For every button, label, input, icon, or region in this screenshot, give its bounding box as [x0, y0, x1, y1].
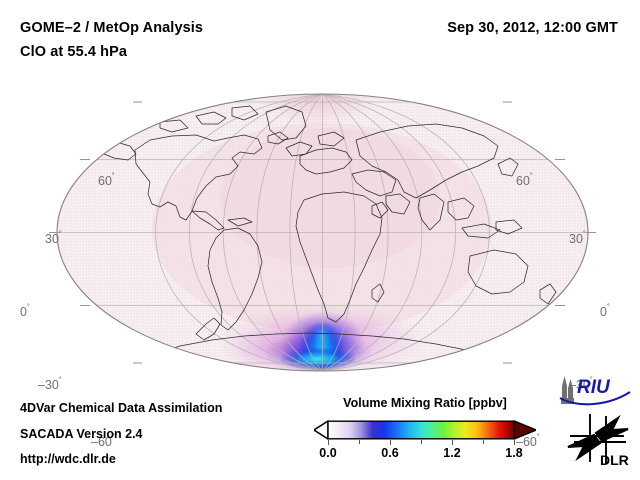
colorbar-max-arrow	[513, 420, 537, 440]
colorbar-tick-labels: 0.0 0.6 1.2 1.8	[300, 446, 550, 464]
world-map: 60˚ 30˚ 0˚ –30˚ –60˚ 60˚ 30˚ 0˚ –30˚ –60…	[0, 78, 640, 449]
lat-label-30-left: 30˚	[45, 230, 62, 247]
dlr-wordmark: DLR	[600, 452, 629, 468]
timestamp-label: Sep 30, 2012, 12:00 GMT	[447, 20, 618, 36]
colorbar-gradient	[313, 420, 537, 440]
dlr-pinwheel-icon	[567, 414, 629, 464]
lat-label-m30-right: –30˚	[569, 376, 593, 393]
lat-label-m30-left: –30˚	[38, 376, 62, 393]
species-subtitle: ClO at 55.4 hPa	[20, 44, 128, 60]
colorbar-minor-tick	[421, 440, 422, 444]
footer-line-method: 4DVar Chemical Data Assimilation	[20, 401, 223, 415]
colorbar-tick-marks	[314, 440, 536, 446]
map-svg	[49, 93, 596, 372]
footer-line-version: SACADA Version 2.4	[20, 427, 143, 441]
colorbar: Volume Mixing Ratio [ppbv] 0.0 0.6 1.2 1.8	[300, 396, 550, 471]
colorbar-tick-label: 0.6	[381, 446, 399, 460]
lat-label-60-left: 60˚	[98, 172, 115, 189]
lat-label-60-right: 60˚	[516, 172, 533, 189]
colorbar-tick-label: 1.8	[505, 446, 523, 460]
colorbar-title: Volume Mixing Ratio [ppbv]	[343, 396, 507, 410]
lat-tick-marks	[49, 101, 596, 364]
lat-label-30-right: 30˚	[569, 230, 586, 247]
lat-label-m60-left: –60˚	[91, 433, 115, 450]
page-title: GOME–2 / MetOp Analysis	[20, 20, 204, 36]
riu-logo: RIU	[556, 374, 634, 406]
colorbar-minor-tick	[483, 440, 484, 444]
colorbar-min-arrow	[313, 420, 329, 440]
riu-swoosh	[559, 391, 631, 406]
colorbar-tick-label: 1.2	[443, 446, 461, 460]
dlr-logo: DLR	[566, 412, 634, 468]
colorbar-minor-tick	[359, 440, 360, 444]
colorbar-tick	[452, 440, 453, 445]
colorbar-tick	[328, 440, 329, 445]
riu-wordmark: RIU	[577, 377, 611, 398]
lat-label-0-left: 0˚	[20, 303, 30, 320]
footer-line-url[interactable]: http://wdc.dlr.de	[20, 452, 116, 466]
lat-label-0-right: 0˚	[600, 303, 610, 320]
coastlines	[99, 105, 557, 371]
graticule	[57, 94, 588, 371]
lat-label-m60-right: –60˚	[516, 433, 540, 450]
colorbar-tick	[390, 440, 391, 445]
colorbar-tick-label: 0.0	[319, 446, 337, 460]
colorbar-tick	[514, 440, 515, 445]
